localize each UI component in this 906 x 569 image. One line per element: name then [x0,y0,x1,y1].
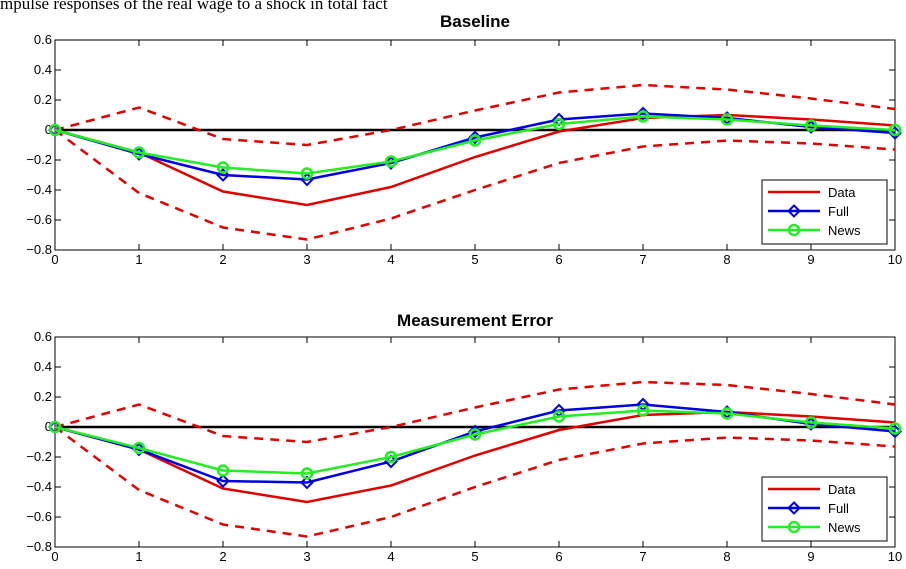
legend-news-marker [787,223,801,237]
news-point-marker [216,464,230,477]
x-tick-label: 5 [471,549,478,564]
legend-label: Data [828,185,856,200]
news-point-marker [48,123,62,137]
news-point-marker [132,146,146,159]
news-point-marker [720,407,734,420]
news-point-marker [468,134,482,147]
legend-label: News [828,520,861,535]
y-tick-label: −0.2 [26,152,52,167]
y-tick-label: 0.2 [34,92,52,107]
series-line-data [54,113,896,207]
full-point-marker [216,474,230,488]
chart-panel-2: Measurement Error −0.8 −0.6 −0.4 −0.2 0 0.2 0.4… [26,311,902,564]
y-tick-label: −0.4 [26,182,52,197]
x-tick-label: 6 [555,252,562,267]
x-tick-label: 0 [51,252,58,267]
legend: Data Full News [761,179,888,245]
x-tick-label: 9 [807,252,814,267]
news-point-marker [384,450,398,464]
series-line-news [54,409,896,475]
series-line-data [54,410,896,504]
y-tick-label: −0.6 [26,212,52,227]
legend-label: Full [828,501,849,516]
chart-title: Measurement Error [397,311,553,330]
legend-news-marker [787,520,801,534]
x-tick-label: 1 [135,549,142,564]
figure-caption-fragment: mpulse responses of the real wage to a s… [0,0,388,13]
legend-label: Full [828,204,849,219]
y-tick-label: −0.6 [26,509,52,524]
x-tick-label: 0 [51,549,58,564]
x-tick-label: 6 [555,549,562,564]
news-point-marker [636,110,650,123]
news-point-marker [300,467,314,480]
y-tick-label: 0.4 [34,62,52,77]
x-tick-label: 2 [219,549,226,564]
x-tick-label: 3 [303,549,310,564]
news-point-marker [132,441,146,455]
news-point-marker [552,117,566,131]
x-tick-label: 4 [387,252,394,267]
x-tick-label: 2 [219,252,226,267]
chart-panel-1: Baseline −0.8 −0.6 −0.4 −0.2 0 0.2 0.4 0.6 0 1 2 3 4 5… [26,12,902,267]
x-tick-label: 8 [723,549,730,564]
lower-band-line [54,426,896,538]
full-point-marker [216,168,230,182]
y-tick-label: 0.2 [34,389,52,404]
legend-full-marker [787,204,801,218]
y-tick-label: 0 [45,419,52,434]
full-point-marker [300,475,314,490]
news-point-marker [804,119,818,132]
series-line-news [54,115,896,175]
news-point-marker [636,404,650,417]
news-point-marker [384,155,398,168]
news-point-marker [804,416,818,429]
chart-title: Baseline [440,12,510,31]
x-tick-label: 10 [888,252,902,267]
upper-band-line [54,380,896,444]
news-point-marker [48,420,62,434]
x-tick-label: 10 [888,549,902,564]
news-point-marker [720,113,734,126]
y-tick-label: −0.2 [26,449,52,464]
lower-band-line [54,129,896,241]
x-tick-label: 4 [387,549,394,564]
x-tick-label: 3 [303,252,310,267]
x-tick-label: 9 [807,549,814,564]
legend-full-marker [787,501,801,515]
legend-label: News [828,223,861,238]
y-tick-label: −0.8 [26,242,52,257]
news-point-marker [552,410,566,423]
y-tick-label: 0.6 [34,32,52,47]
y-tick-label: −0.4 [26,479,52,494]
y-tick-label: 0 [45,122,52,137]
y-tick-label: 0.4 [34,359,52,374]
news-point-marker [888,422,902,435]
upper-band-line [54,83,896,147]
legend-label: Data [828,482,856,497]
x-tick-label: 8 [723,252,730,267]
x-tick-label: 7 [639,252,646,267]
y-tick-label: −0.8 [26,539,52,554]
news-point-marker [300,167,314,180]
series-line-full [54,403,896,484]
x-tick-label: 7 [639,549,646,564]
news-point-marker [216,161,230,174]
legend: Data Full News [761,476,888,542]
news-point-marker [468,428,482,441]
x-tick-label: 5 [471,252,478,267]
news-point-marker [888,123,902,137]
x-tick-label: 1 [135,252,142,267]
y-tick-label: 0.6 [34,329,52,344]
